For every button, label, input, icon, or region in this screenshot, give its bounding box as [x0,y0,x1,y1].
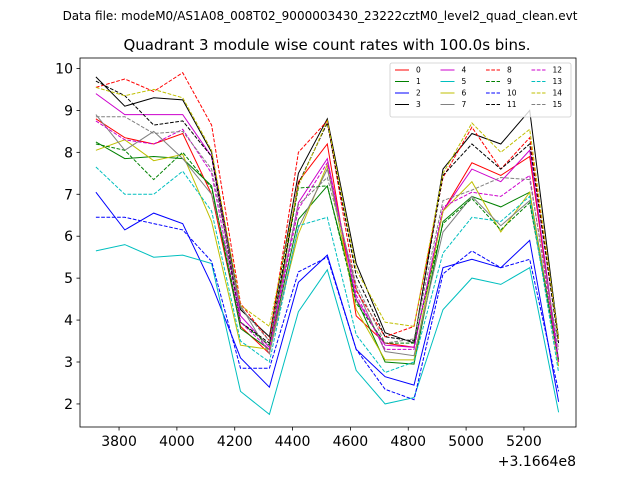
legend-label-7: 7 [462,100,467,109]
chart-title: Quadrant 3 module wise count rates with … [123,36,530,54]
x-tick-label-4600: 4600 [333,434,369,450]
legend-label-8: 8 [507,66,512,75]
series-line-2 [95,191,560,402]
x-tick-label-4200: 4200 [217,434,253,450]
legend-label-14: 14 [553,89,563,98]
legend-label-9: 9 [507,77,512,86]
series-line-11 [95,80,560,344]
y-tick-label-5: 5 [64,271,73,287]
y-tick-label-9: 9 [64,103,73,119]
legend-label-0: 0 [416,66,421,75]
legend-label-12: 12 [553,66,563,75]
series-line-12 [95,120,560,363]
x-tick-label-4800: 4800 [390,434,426,450]
y-tick-label-8: 8 [64,145,73,161]
y-tick-label-2: 2 [64,397,73,413]
suptitle: Data file: modeM0/AS1A08_008T02_90000034… [63,9,578,23]
legend-label-1: 1 [416,77,421,86]
x-tick-label-5200: 5200 [506,434,542,450]
series-line-0 [95,118,560,363]
x-offset-label: +3.1664e8 [498,454,576,470]
legend-label-4: 4 [462,66,467,75]
series-line-14 [95,86,560,339]
legend-label-13: 13 [553,77,563,86]
x-tick-label-4000: 4000 [159,434,195,450]
series-line-4 [95,93,560,360]
x-tick-label-4400: 4400 [275,434,311,450]
legend-label-3: 3 [416,100,421,109]
series-line-15 [95,116,560,350]
y-tick-label-7: 7 [64,187,73,203]
series-line-10 [95,216,560,401]
plot-area [79,57,577,428]
y-tick-label-6: 6 [64,229,73,245]
x-axis: 3800 4000 4200 4400 4600 4800 5000 5200 [101,427,542,450]
legend-label-6: 6 [462,89,467,98]
series-line-7 [95,114,560,363]
y-tick-label-10: 10 [55,61,73,77]
x-tick-label-3800: 3800 [101,434,137,450]
series-line-6 [95,139,560,367]
y-tick-label-4: 4 [64,313,73,329]
legend-box [389,62,572,118]
y-axis: 2 3 4 5 6 7 8 9 10 [55,61,80,413]
legend-label-11: 11 [507,100,517,109]
series-line-3 [95,76,560,344]
legend-label-10: 10 [507,89,517,98]
y-tick-label-3: 3 [64,355,73,371]
legend-label-5: 5 [462,77,467,86]
series-line-13 [95,166,560,374]
legend-label-2: 2 [416,89,421,98]
series-line-9 [95,143,560,360]
x-tick-label-5000: 5000 [448,434,484,450]
series-line-5 [95,244,560,416]
plot-frame [79,57,577,428]
legend-label-15: 15 [553,100,563,109]
